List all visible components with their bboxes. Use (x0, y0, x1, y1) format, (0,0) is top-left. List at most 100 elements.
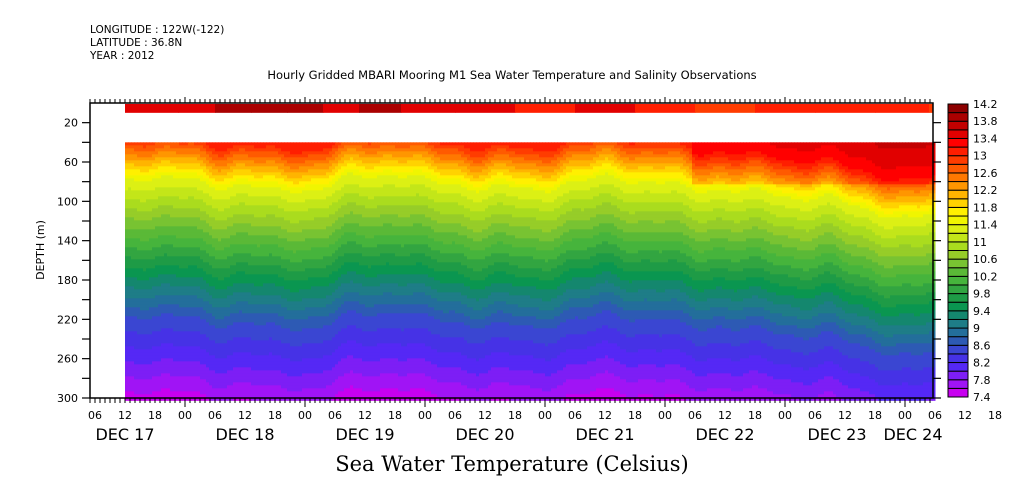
contour-cell (263, 340, 267, 344)
contour-cell (164, 304, 168, 308)
contour-cell (194, 361, 198, 365)
contour-cell (197, 148, 201, 152)
contour-cell (164, 262, 168, 266)
contour-cell (200, 193, 204, 197)
contour-cell (251, 214, 255, 218)
contour-cell (173, 211, 177, 215)
contour-cell (200, 283, 204, 287)
contour-cell (185, 154, 189, 158)
contour-cell (227, 319, 231, 323)
contour-cell (260, 358, 264, 362)
contour-cell (278, 292, 282, 296)
contour-cell (158, 298, 162, 302)
contour-cell (143, 382, 147, 386)
contour-cell (260, 331, 264, 335)
contour-cell (200, 187, 204, 191)
contour-cell (203, 184, 207, 188)
contour-cell (206, 343, 210, 347)
contour-cell (272, 217, 276, 221)
contour-cell (149, 373, 153, 377)
contour-cell (281, 334, 285, 338)
contour-cell (161, 313, 165, 317)
contour-cell (155, 283, 159, 287)
contour-cell (182, 187, 186, 191)
contour-cell (200, 262, 204, 266)
contour-cell (239, 331, 243, 335)
contour-cell (224, 250, 228, 254)
contour-cell (158, 265, 162, 269)
contour-cell (281, 367, 285, 371)
contour-cell (155, 289, 159, 293)
contour-cell (296, 352, 300, 356)
contour-cell (257, 373, 261, 377)
contour-cell (206, 211, 210, 215)
contour-cell (215, 268, 219, 272)
contour-cell (278, 145, 282, 149)
contour-cell (182, 253, 186, 257)
contour-cell (194, 304, 198, 308)
contour-cell (161, 157, 165, 161)
contour-cell (281, 364, 285, 368)
contour-cell (164, 247, 168, 251)
contour-cell (164, 211, 168, 215)
contour-cell (152, 175, 156, 179)
contour-cell (197, 250, 201, 254)
contour-cell (242, 283, 246, 287)
contour-cell (230, 175, 234, 179)
contour-cell (236, 391, 240, 395)
contour-cell (236, 358, 240, 362)
contour-cell (200, 280, 204, 284)
contour-cell (137, 355, 141, 359)
contour-cell (239, 379, 243, 383)
contour-cell (197, 214, 201, 218)
contour-cell (200, 355, 204, 359)
contour-cell (290, 232, 294, 236)
contour-cell (263, 244, 267, 248)
contour-cell (176, 166, 180, 170)
contour-cell (221, 394, 225, 398)
contour-cell (185, 286, 189, 290)
contour-cell (149, 148, 153, 152)
contour-cell (134, 277, 138, 281)
contour-cell (131, 319, 135, 323)
contour-cell (203, 196, 207, 200)
contour-cell (164, 229, 168, 233)
contour-cell (191, 361, 195, 365)
contour-cell (206, 163, 210, 167)
contour-cell (284, 274, 288, 278)
contour-cell (146, 214, 150, 218)
contour-cell (215, 226, 219, 230)
contour-cell (194, 214, 198, 218)
contour-cell (200, 229, 204, 233)
contour-cell (176, 202, 180, 206)
contour-cell (197, 379, 201, 383)
contour-cell (272, 205, 276, 209)
contour-cell (173, 367, 177, 371)
contour-cell (134, 313, 138, 317)
contour-cell (128, 328, 132, 332)
contour-cell (251, 295, 255, 299)
contour-cell (197, 358, 201, 362)
contour-cell (254, 241, 258, 245)
contour-cell (137, 241, 141, 245)
contour-cell (224, 361, 228, 365)
contour-cell (281, 370, 285, 374)
contour-cell (191, 184, 195, 188)
contour-cell (185, 190, 189, 194)
contour-cell (179, 322, 183, 326)
contour-cell (149, 211, 153, 215)
contour-cell (221, 253, 225, 257)
contour-cell (146, 397, 150, 401)
contour-cell (185, 277, 189, 281)
contour-cell (269, 163, 273, 167)
contour-cell (257, 391, 261, 395)
contour-cell (263, 184, 267, 188)
contour-cell (206, 289, 210, 293)
contour-cell (164, 382, 168, 386)
contour-cell (161, 217, 165, 221)
contour-cell (143, 181, 147, 185)
contour-cell (158, 235, 162, 239)
contour-cell (242, 226, 246, 230)
contour-cell (158, 178, 162, 182)
contour-cell (257, 253, 261, 257)
